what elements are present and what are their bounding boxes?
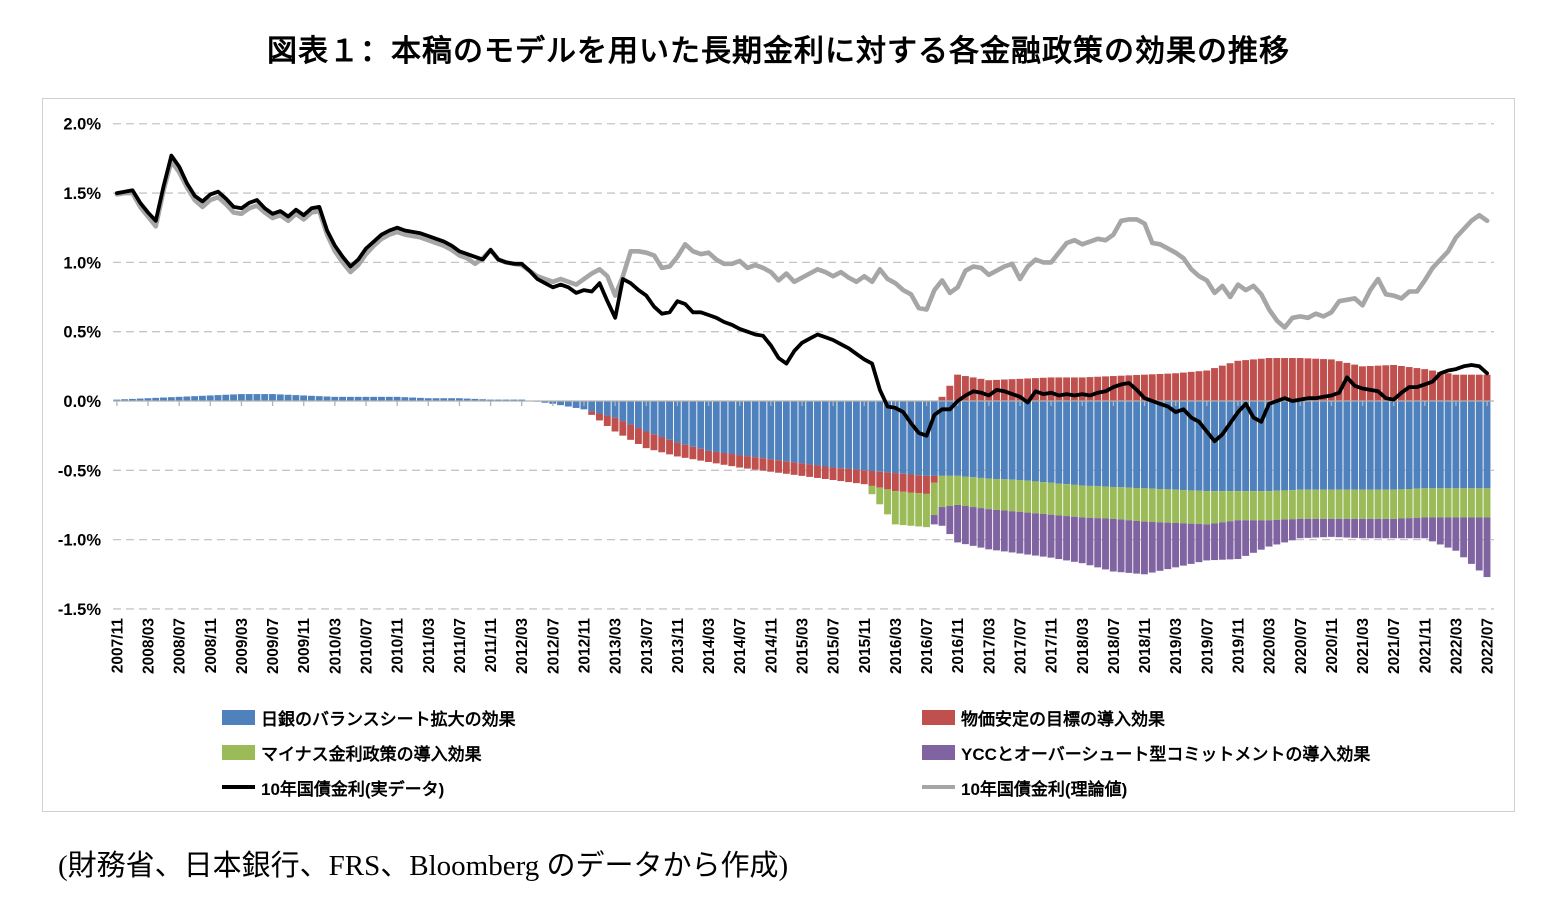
svg-text:2013/03: 2013/03 xyxy=(608,618,625,674)
svg-text:2013/11: 2013/11 xyxy=(670,618,687,674)
svg-text:2017/07: 2017/07 xyxy=(1012,618,1029,674)
svg-text:2013/07: 2013/07 xyxy=(639,618,656,674)
svg-text:1.5%: 1.5% xyxy=(63,185,101,203)
svg-text:-0.5%: -0.5% xyxy=(58,462,101,480)
svg-text:2014/03: 2014/03 xyxy=(701,618,718,674)
chart-area: 2.0% 1.5% 1.0% 0.5% 0.0% -0.5% -1.0% -1.5% 2007/… xyxy=(42,98,1515,812)
svg-text:2021/07: 2021/07 xyxy=(1386,618,1403,674)
svg-text:2014/07: 2014/07 xyxy=(732,618,749,674)
svg-text:2010/03: 2010/03 xyxy=(327,618,344,674)
svg-text:2020/03: 2020/03 xyxy=(1262,618,1279,674)
chart-canvas: 2.0% 1.5% 1.0% 0.5% 0.0% -0.5% -1.0% -1.5% 2007/… xyxy=(58,116,1497,674)
svg-text:2021/11: 2021/11 xyxy=(1417,618,1434,674)
svg-text:2009/11: 2009/11 xyxy=(296,618,313,674)
svg-text:0.5%: 0.5% xyxy=(63,324,101,342)
svg-text:2017/03: 2017/03 xyxy=(981,618,998,674)
svg-text:2012/11: 2012/11 xyxy=(577,618,594,674)
svg-text:2008/03: 2008/03 xyxy=(141,618,158,674)
svg-text:2020/07: 2020/07 xyxy=(1293,618,1310,674)
svg-text:2015/11: 2015/11 xyxy=(857,618,874,674)
svg-text:0.0%: 0.0% xyxy=(63,393,101,411)
svg-text:2007/11: 2007/11 xyxy=(109,618,126,674)
svg-text:2017/11: 2017/11 xyxy=(1044,618,1061,674)
svg-text:2010/07: 2010/07 xyxy=(359,618,376,674)
svg-text:2019/11: 2019/11 xyxy=(1230,618,1247,674)
svg-text:2022/07: 2022/07 xyxy=(1480,618,1497,674)
svg-text:2012/07: 2012/07 xyxy=(545,618,562,674)
svg-text:2008/07: 2008/07 xyxy=(172,618,189,674)
svg-text:2009/07: 2009/07 xyxy=(265,618,282,674)
svg-text:2016/11: 2016/11 xyxy=(950,618,967,674)
svg-text:2015/07: 2015/07 xyxy=(826,618,843,674)
svg-text:2012/03: 2012/03 xyxy=(514,618,531,674)
svg-text:-1.0%: -1.0% xyxy=(58,532,101,550)
source-note: (財務省、日本銀行、FRS、Bloomberg のデータから作成) xyxy=(58,850,789,882)
svg-text:2009/03: 2009/03 xyxy=(234,618,251,674)
svg-text:2.0%: 2.0% xyxy=(63,116,101,134)
figure-title: 図表１：本稿のモデルを用いた長期金利に対する各金融政策の効果の推移 xyxy=(267,35,1290,68)
svg-text:2018/07: 2018/07 xyxy=(1106,618,1123,674)
svg-text:2020/11: 2020/11 xyxy=(1324,618,1341,674)
svg-text:2019/07: 2019/07 xyxy=(1199,618,1216,674)
svg-text:1.0%: 1.0% xyxy=(63,254,101,272)
svg-text:2011/11: 2011/11 xyxy=(483,618,500,673)
svg-text:2011/07: 2011/07 xyxy=(452,618,469,673)
svg-text:-1.5%: -1.5% xyxy=(58,601,101,619)
svg-text:2008/11: 2008/11 xyxy=(203,618,220,674)
svg-text:2014/11: 2014/11 xyxy=(763,618,780,674)
svg-text:2018/11: 2018/11 xyxy=(1137,618,1154,674)
svg-text:2010/11: 2010/11 xyxy=(390,618,407,674)
svg-text:2018/03: 2018/03 xyxy=(1075,618,1092,674)
svg-text:2016/07: 2016/07 xyxy=(919,618,936,674)
svg-text:2019/03: 2019/03 xyxy=(1168,618,1185,674)
svg-text:2015/03: 2015/03 xyxy=(795,618,812,674)
svg-text:2022/03: 2022/03 xyxy=(1448,618,1465,674)
svg-text:2011/03: 2011/03 xyxy=(421,618,438,674)
svg-text:2021/03: 2021/03 xyxy=(1355,618,1372,674)
svg-text:2016/03: 2016/03 xyxy=(888,618,905,674)
